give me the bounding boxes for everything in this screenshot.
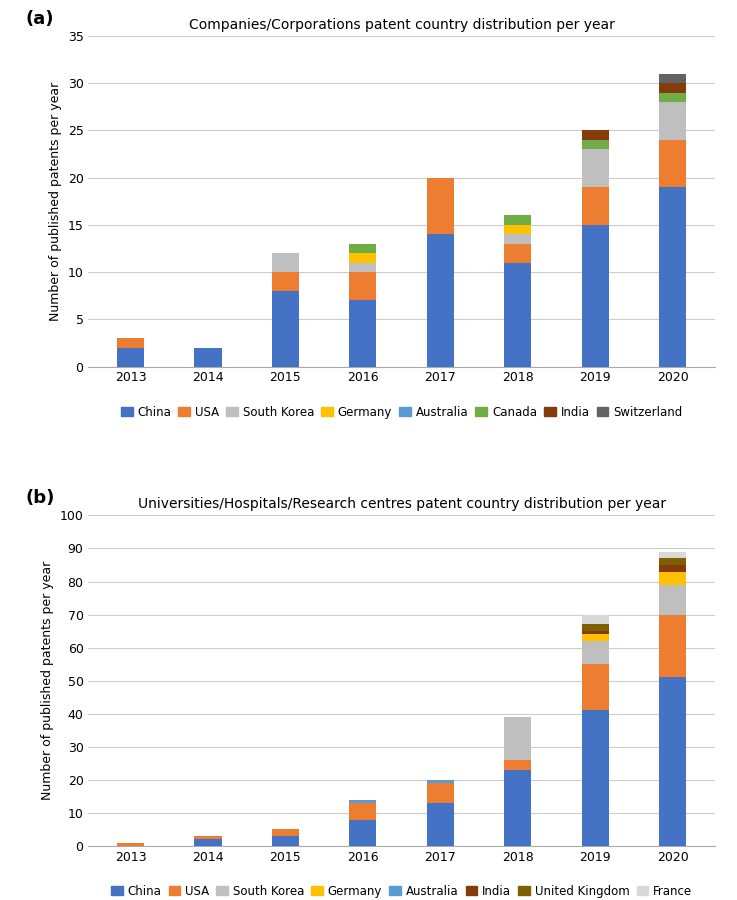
Text: (a): (a) [26,10,55,28]
Legend: China, USA, South Korea, Germany, Australia, Canada, India, Switzerland: China, USA, South Korea, Germany, Austra… [121,406,682,419]
Bar [581,130,609,140]
Bar [581,615,609,625]
Y-axis label: Number of published patents per year: Number of published patents per year [41,561,54,800]
Bar [581,625,609,631]
Bar [504,225,531,234]
Bar [349,244,377,253]
Bar [581,149,609,187]
Bar [660,187,686,366]
Bar [581,225,609,366]
Bar [504,717,531,760]
Bar [117,842,144,846]
Bar [427,780,454,783]
Bar [349,800,377,803]
Bar [504,244,531,263]
Bar [349,803,377,820]
Bar [504,234,531,244]
Bar [272,291,299,366]
Bar [660,558,686,565]
Bar [195,840,222,846]
Bar [660,102,686,140]
Bar [660,565,686,572]
Bar [581,664,609,710]
Y-axis label: Number of published patents per year: Number of published patents per year [49,82,62,321]
Bar [660,83,686,93]
Bar [427,803,454,846]
Bar [581,710,609,846]
Bar [272,272,299,291]
Bar [660,93,686,102]
Bar [195,836,222,840]
Bar [504,770,531,846]
Bar [349,820,377,846]
Bar [660,678,686,846]
Bar [117,347,144,366]
Bar [581,187,609,225]
Bar [504,263,531,366]
Bar [427,234,454,366]
Bar [195,347,222,366]
Bar [581,634,609,641]
Bar [427,177,454,234]
Bar [504,760,531,770]
Title: Companies/Corporations patent country distribution per year: Companies/Corporations patent country di… [189,18,615,32]
Bar [660,74,686,83]
Bar [349,301,377,366]
Bar [117,338,144,347]
Bar [660,140,686,187]
Bar [660,615,686,678]
Bar [581,641,609,664]
Bar [349,272,377,301]
Bar [660,585,686,615]
Bar [272,830,299,836]
Bar [427,783,454,803]
Bar [660,572,686,585]
Bar [581,631,609,634]
Title: Universities/Hospitals/Research centres patent country distribution per year: Universities/Hospitals/Research centres … [138,498,666,511]
Bar [272,836,299,846]
Bar [504,215,531,225]
Bar [349,253,377,263]
Bar [660,552,686,558]
Bar [272,253,299,272]
Legend: China, USA, South Korea, Germany, Australia, India, United Kingdom, France: China, USA, South Korea, Germany, Austra… [111,885,692,898]
Bar [349,263,377,272]
Bar [581,140,609,149]
Text: (b): (b) [26,489,55,507]
